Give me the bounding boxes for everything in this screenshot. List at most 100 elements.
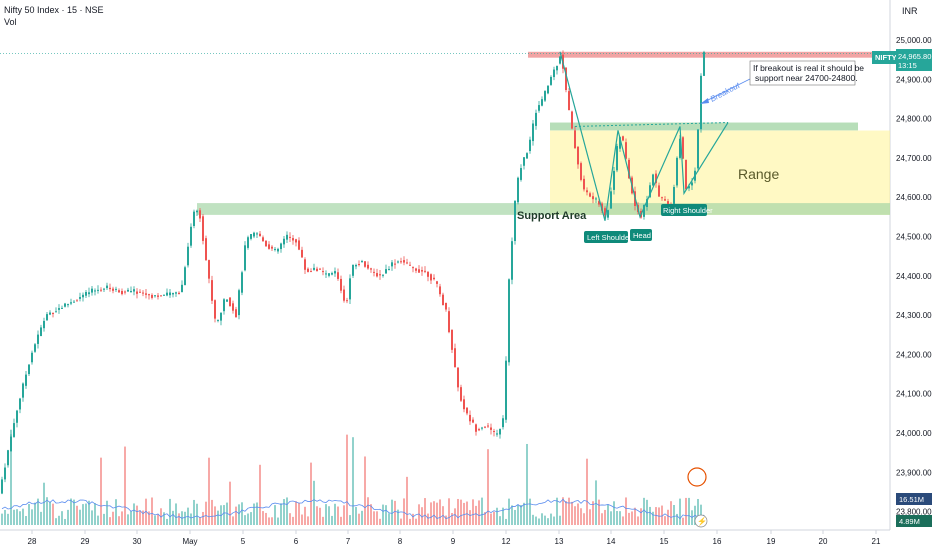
candle-body <box>373 271 375 273</box>
volume-bar <box>343 505 345 525</box>
volume-bar <box>46 497 48 525</box>
candle-body <box>112 288 114 291</box>
volume-indicator-label[interactable]: Vol <box>4 17 17 27</box>
volume-bar <box>10 429 12 525</box>
candle-body <box>34 344 36 352</box>
candle-body <box>247 237 249 248</box>
volume-bar <box>631 511 633 525</box>
time-tick-label: 15 <box>660 537 669 546</box>
candle-body <box>391 262 393 267</box>
candle-body <box>97 289 99 291</box>
volume-bar <box>256 502 258 525</box>
candle-body <box>673 187 675 213</box>
candle-body <box>418 269 420 273</box>
lightning-icon-circle[interactable] <box>694 514 708 528</box>
candle-body <box>319 268 321 270</box>
candle-body <box>577 146 579 165</box>
candle-body <box>109 287 111 290</box>
volume-bar <box>625 497 627 525</box>
volume-bar <box>424 498 426 525</box>
candle-body <box>538 105 540 111</box>
candle-body <box>385 269 387 274</box>
volume-bar <box>127 514 129 525</box>
volume-bar <box>67 509 69 525</box>
volume-bar <box>490 513 492 525</box>
candle-body <box>664 199 666 201</box>
volume-bar <box>682 517 684 525</box>
volume-bar <box>673 505 675 525</box>
volume-bar <box>397 509 399 525</box>
candle-body <box>697 129 699 169</box>
breakout-arrowhead <box>700 98 709 104</box>
candle-body <box>211 280 213 301</box>
volume-bar <box>271 517 273 525</box>
candle-body <box>88 292 90 295</box>
volume-bar <box>478 500 480 525</box>
volume-bar <box>73 499 75 525</box>
right-shoulder-label: Right Shoulder <box>663 206 713 215</box>
candle-body <box>439 286 441 295</box>
volume-bar <box>52 503 54 525</box>
candle-body <box>76 300 78 302</box>
volume-bar <box>562 497 564 525</box>
candle-body <box>433 277 435 280</box>
volume-bar <box>592 501 594 525</box>
support-area-zone <box>197 203 890 215</box>
candle-body <box>43 320 45 329</box>
note-box: If breakout is real it should be support… <box>749 60 864 86</box>
candle-body <box>472 419 474 423</box>
volume-bar <box>436 502 438 525</box>
volume-bar <box>115 499 117 525</box>
volume-bar <box>640 508 642 525</box>
lightning-icon[interactable]: ⚡ <box>694 514 708 528</box>
candle-body <box>643 204 645 217</box>
candle-body <box>226 299 228 302</box>
price-tick-label: 23,800.00 <box>896 508 932 517</box>
volume-bar <box>553 516 555 525</box>
volume-bar <box>226 502 228 525</box>
volume-ma-tag-bg <box>896 493 932 505</box>
volume-bar <box>559 515 561 525</box>
candle-body <box>685 159 687 190</box>
volume-bar <box>259 464 261 525</box>
volume-value: 4.89M <box>899 517 920 526</box>
candle-body <box>142 292 144 294</box>
volume-bar <box>364 456 366 525</box>
left-shoulder-label: Left Shoulder <box>587 233 632 242</box>
volume-bar <box>16 509 18 525</box>
candle-body <box>73 301 75 303</box>
candle-body <box>478 429 480 431</box>
candle-body <box>121 290 123 295</box>
volume-bar <box>7 513 9 525</box>
candle-body <box>541 99 543 106</box>
volume-bar <box>589 509 591 525</box>
candle-body <box>169 292 171 296</box>
volume-bar <box>655 507 657 525</box>
candle-body <box>199 210 201 219</box>
candle-body <box>556 65 558 71</box>
currency-label[interactable]: INR <box>902 6 918 16</box>
volume-bar <box>643 497 645 525</box>
symbol-title[interactable]: Nifty 50 Index · 15 · NSE <box>4 5 104 15</box>
candle-body <box>358 264 360 266</box>
candle-body <box>313 267 315 270</box>
volume-bar <box>373 511 375 525</box>
time-tick-label: 28 <box>28 537 37 546</box>
candle-body <box>445 302 447 310</box>
candle-body <box>442 294 444 306</box>
volume-bar <box>370 504 372 525</box>
time-tick-label: 13 <box>555 537 564 546</box>
candle-body <box>397 261 399 263</box>
candle-body <box>559 56 561 64</box>
candle-body <box>511 241 513 280</box>
lightning-icon-glyph[interactable]: ⚡ <box>697 516 707 526</box>
head-tag-bg <box>630 229 652 241</box>
candle-body <box>700 75 702 130</box>
candle-body <box>295 239 297 243</box>
volume-bar <box>61 511 63 525</box>
candle-body <box>688 186 690 189</box>
candle-body <box>127 289 129 292</box>
candle-body <box>16 410 18 423</box>
volume-bar <box>148 511 150 525</box>
